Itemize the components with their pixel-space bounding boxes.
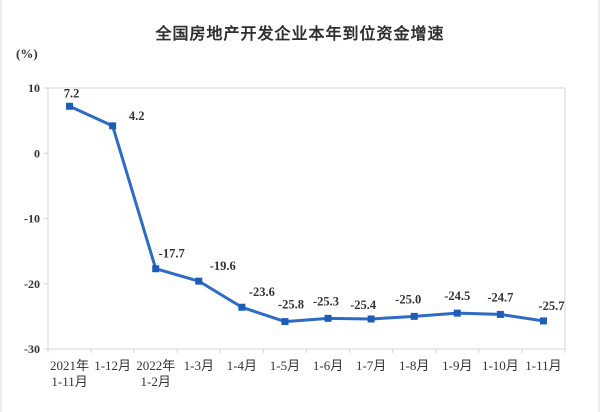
- x-axis-label: 1-2月: [141, 374, 171, 389]
- data-label: -17.7: [159, 247, 185, 261]
- data-label: -25.3: [313, 294, 339, 308]
- x-axis-label: 2022年: [136, 358, 175, 373]
- data-point-marker: [410, 312, 418, 320]
- data-label: -23.6: [249, 285, 275, 299]
- data-point-marker: [367, 315, 375, 323]
- x-axis-label: 1-6月: [313, 358, 343, 373]
- y-tick-label: -10: [24, 212, 40, 226]
- x-axis-label: 1-4月: [227, 358, 257, 373]
- page-right-edge: [598, 0, 600, 412]
- data-label: -24.7: [487, 290, 513, 304]
- data-label: -25.8: [278, 298, 304, 312]
- plot-border: [47, 87, 566, 350]
- x-axis-label: 1-5月: [270, 358, 300, 373]
- chart-title: 全国房地产开发企业本年到位资金增速: [155, 26, 445, 43]
- data-point-marker: [195, 277, 203, 285]
- data-point-marker: [539, 317, 547, 325]
- x-axis-label: 1-9月: [442, 358, 472, 373]
- y-tick-label: -30: [24, 342, 40, 356]
- data-label: -24.5: [444, 289, 470, 303]
- x-axis-label: 1-11月: [51, 374, 87, 389]
- data-point-marker: [152, 265, 160, 273]
- data-point-marker: [109, 122, 117, 130]
- data-label: -25.0: [395, 292, 421, 306]
- x-axis-label: 1-8月: [399, 358, 429, 373]
- series-line: [68, 104, 545, 324]
- x-axis-label: 1-11月: [525, 358, 561, 373]
- data-label: -25.4: [350, 298, 377, 312]
- data-label: 7.2: [64, 86, 80, 100]
- y-tick-label: -20: [24, 277, 40, 291]
- data-point-marker: [453, 309, 461, 317]
- data-point-marker: [66, 102, 74, 110]
- data-label: -19.6: [210, 259, 236, 273]
- data-point-marker: [281, 318, 289, 326]
- x-axis-label: 1-12月: [94, 358, 131, 373]
- x-axis-label: 1-10月: [482, 358, 519, 373]
- data-point-marker: [238, 303, 246, 311]
- page-left-edge: [0, 0, 2, 412]
- x-axis-label: 1-7月: [356, 358, 386, 373]
- y-tick-label: 0: [34, 146, 40, 160]
- x-axis-label: 1-3月: [184, 358, 214, 373]
- data-label: -25.7: [538, 299, 564, 313]
- data-point-marker: [496, 310, 504, 318]
- data-point-marker: [324, 314, 332, 322]
- data-label: 4.2: [129, 109, 145, 123]
- y-tick-label: 10: [28, 81, 40, 95]
- y-axis-unit-label: (%): [16, 46, 38, 61]
- x-axis-label: 2021年: [50, 358, 89, 373]
